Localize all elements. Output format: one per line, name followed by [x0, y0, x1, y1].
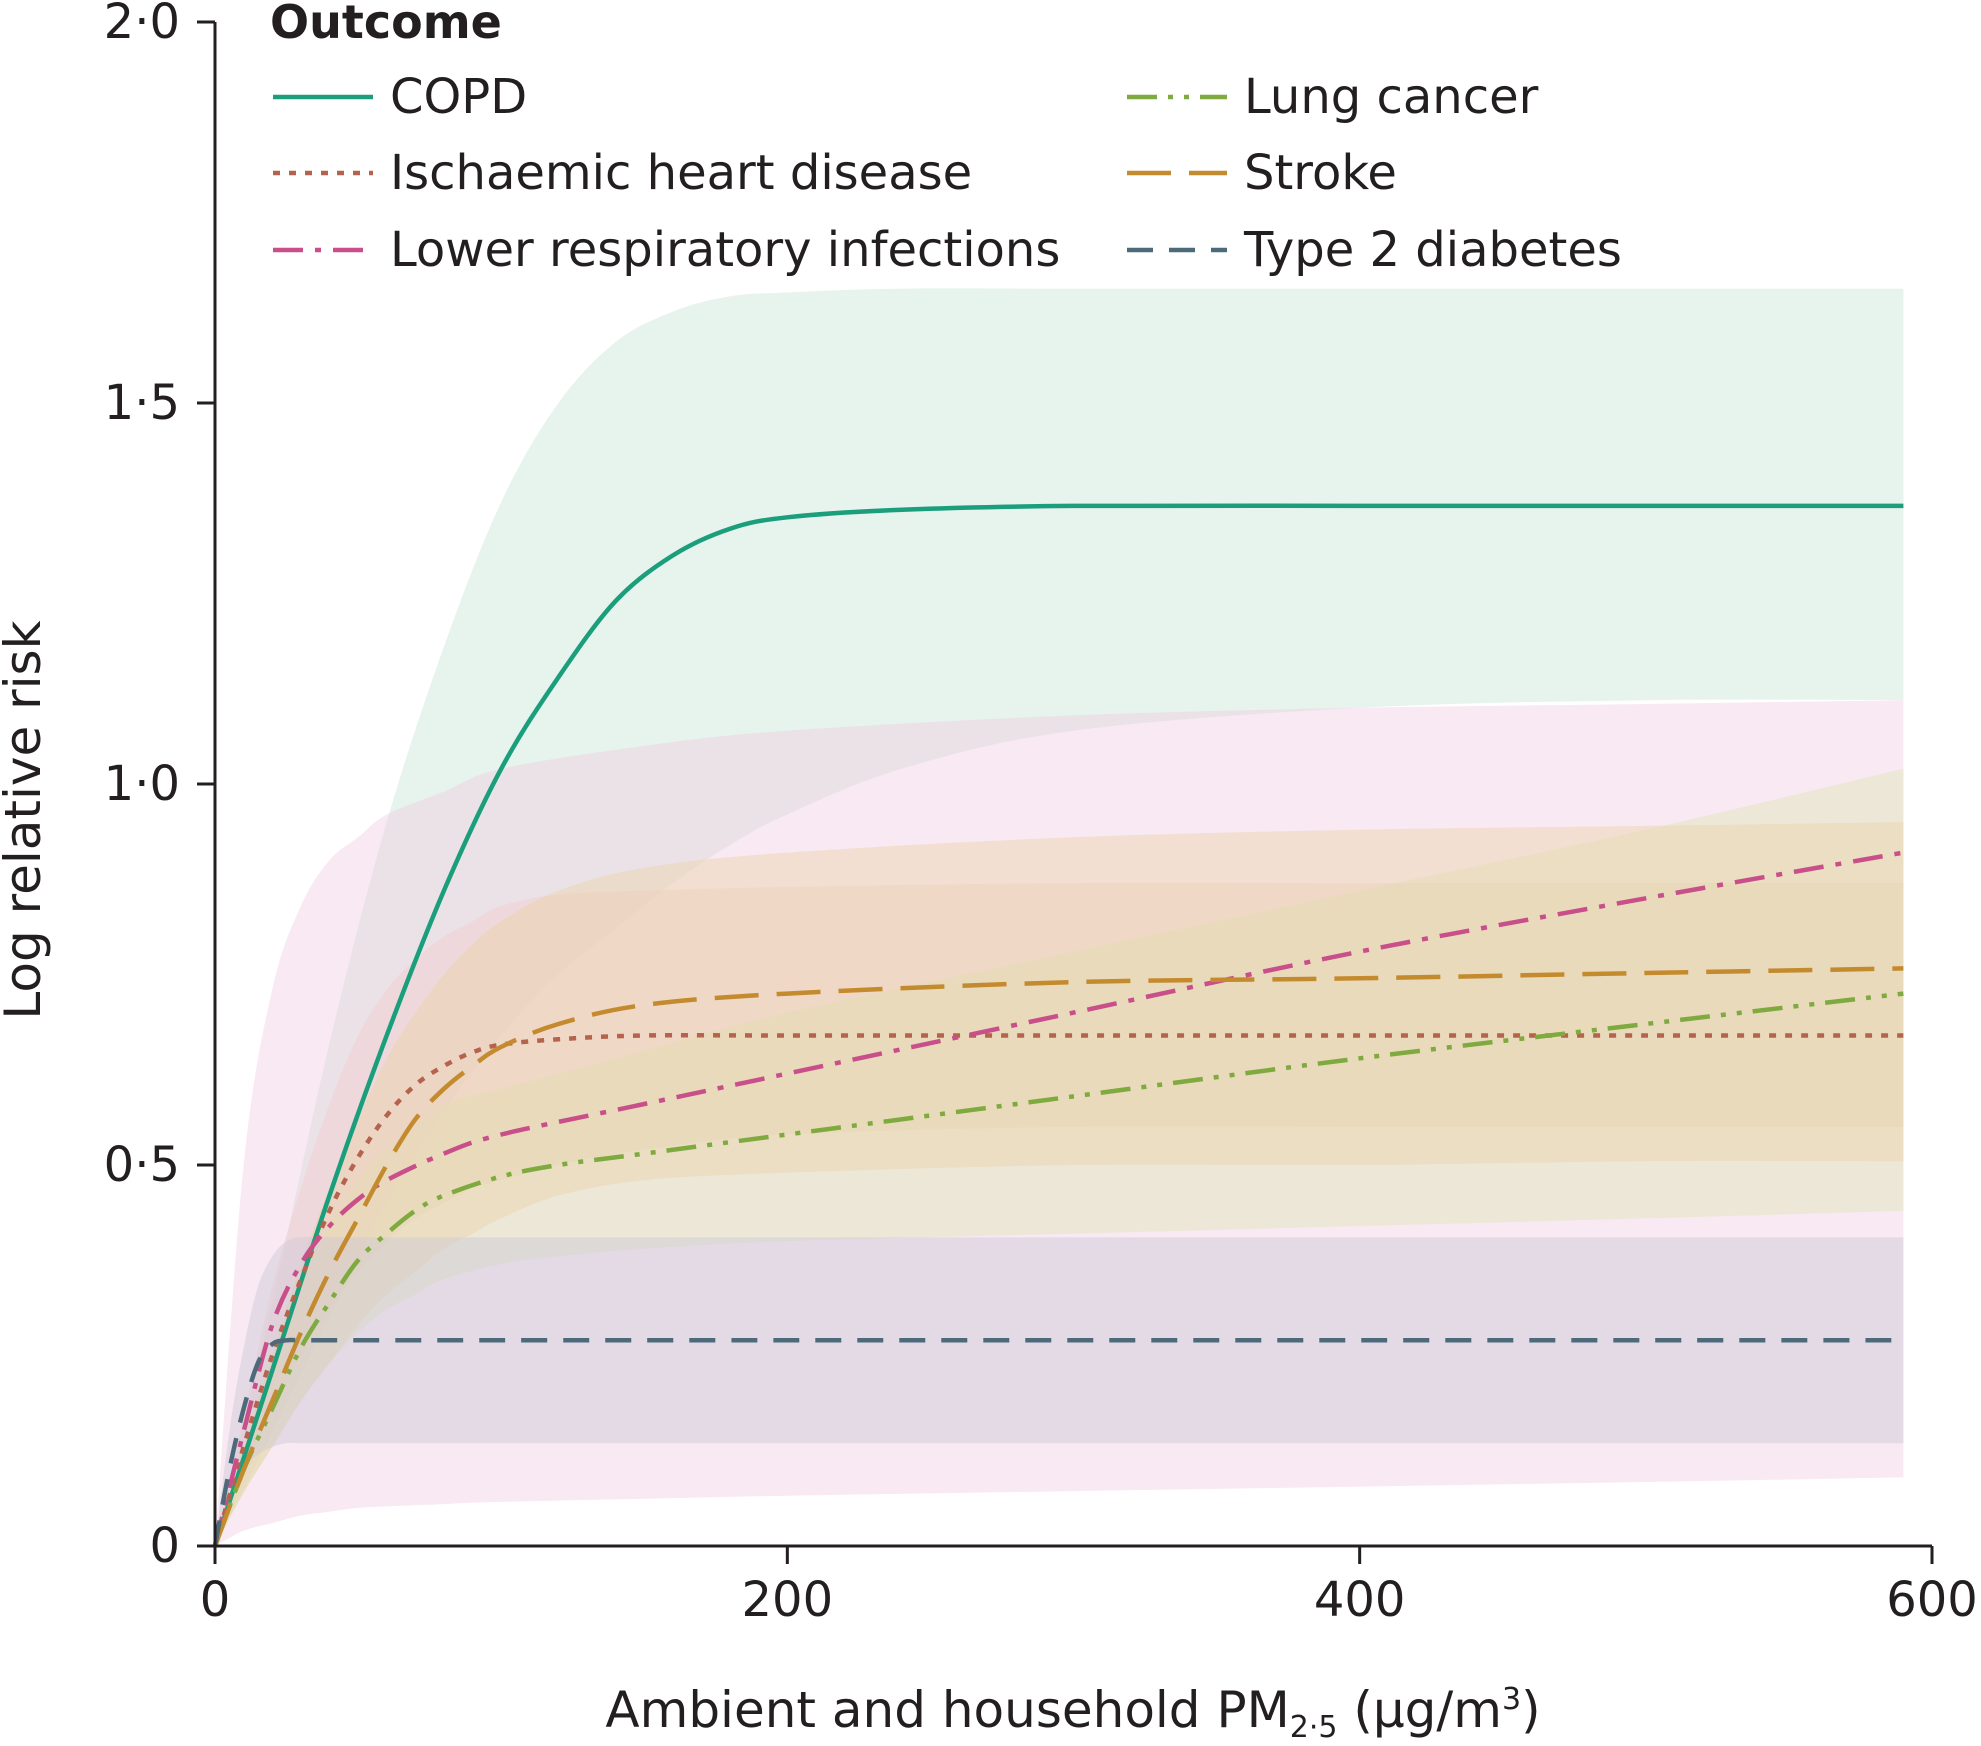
x-axis-title-main: Ambient and household PM	[605, 1681, 1289, 1739]
band-copd	[215, 288, 1904, 1546]
y-tick-label: 2·0	[104, 0, 180, 50]
line-lung-cancer	[212, 991, 1904, 1547]
legend-label-type-2-diabetes: Type 2 diabetes	[1243, 222, 1622, 278]
x-axis-title-close: )	[1521, 1681, 1541, 1739]
x-axis-title: Ambient and household PM2·5 (μg/m3)	[605, 1681, 1540, 1745]
x-tick-label: 600	[1886, 1572, 1978, 1628]
band-ischaemic-heart-disease	[215, 882, 1904, 1546]
band-stroke	[215, 822, 1904, 1546]
legend-label-ischaemic-heart-disease: Ischaemic heart disease	[390, 145, 972, 201]
x-ticks: 0 200 400 600	[200, 1546, 1978, 1628]
y-ticks: 0 0·5 1·0 1·5 2·0	[104, 0, 215, 1574]
y-tick-label: 0	[149, 1518, 180, 1574]
x-tick-label: 0	[200, 1572, 231, 1628]
y-axis-title: Log relative risk	[0, 620, 52, 1019]
line-type-2-diabetes	[212, 1337, 1904, 1547]
x-axis-title-unit: (μg/m	[1337, 1681, 1502, 1739]
line-copd	[212, 503, 1904, 1547]
x-tick-label: 200	[742, 1572, 834, 1628]
x-axis-title-superscript: 3	[1502, 1682, 1521, 1717]
legend-label-lower-respiratory-infections: Lower respiratory infections	[390, 222, 1060, 278]
band-lung-cancer	[215, 768, 1904, 1546]
legend-title: Outcome	[270, 0, 502, 49]
y-tick-label: 0·5	[104, 1137, 180, 1193]
series-lines	[212, 503, 1904, 1547]
line-lower-respiratory-infections	[212, 850, 1904, 1547]
band-lower-respiratory-infections	[215, 700, 1904, 1546]
line-stroke	[212, 966, 1904, 1547]
y-tick-label: 1·5	[104, 375, 180, 431]
legend: Outcome COPD Lung cancer Ischaemic heart d…	[270, 0, 1622, 278]
legend-label-lung-cancer: Lung cancer	[1244, 69, 1539, 125]
x-axis-title-subscript: 2·5	[1290, 1710, 1338, 1745]
confidence-bands	[215, 288, 1904, 1546]
x-tick-label: 400	[1314, 1572, 1406, 1628]
band-type-2-diabetes	[215, 1237, 1904, 1546]
legend-label-stroke: Stroke	[1244, 145, 1397, 201]
y-tick-label: 1·0	[104, 756, 180, 812]
legend-label-copd: COPD	[390, 69, 527, 125]
